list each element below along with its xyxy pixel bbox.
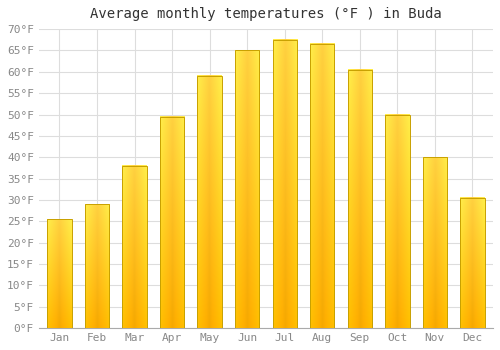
- Bar: [460, 198, 484, 328]
- Bar: [122, 166, 146, 328]
- Bar: [385, 114, 409, 328]
- Bar: [460, 198, 484, 328]
- Title: Average monthly temperatures (°F ) in Buda: Average monthly temperatures (°F ) in Bu…: [90, 7, 442, 21]
- Bar: [198, 76, 222, 328]
- Bar: [85, 204, 109, 328]
- Bar: [310, 44, 334, 328]
- Bar: [348, 70, 372, 328]
- Bar: [198, 76, 222, 328]
- Bar: [385, 114, 409, 328]
- Bar: [48, 219, 72, 328]
- Bar: [272, 40, 297, 328]
- Bar: [348, 70, 372, 328]
- Bar: [85, 204, 109, 328]
- Bar: [160, 117, 184, 328]
- Bar: [272, 40, 297, 328]
- Bar: [422, 157, 447, 328]
- Bar: [235, 50, 260, 328]
- Bar: [122, 166, 146, 328]
- Bar: [160, 117, 184, 328]
- Bar: [48, 219, 72, 328]
- Bar: [422, 157, 447, 328]
- Bar: [235, 50, 260, 328]
- Bar: [310, 44, 334, 328]
